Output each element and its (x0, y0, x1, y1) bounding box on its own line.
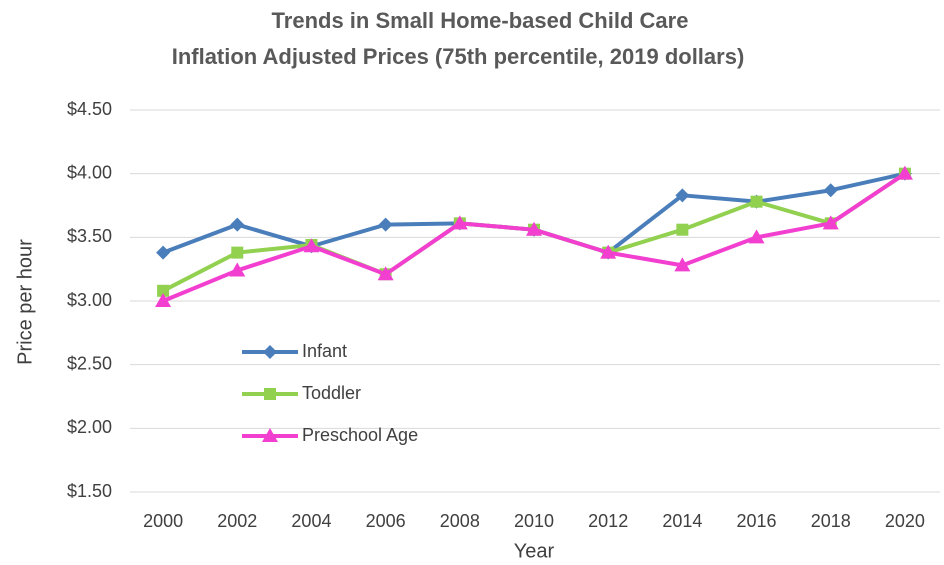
marker (230, 217, 245, 232)
marker (155, 293, 172, 307)
marker (157, 284, 170, 297)
marker (676, 223, 689, 236)
legend-label: Preschool Age (302, 425, 418, 445)
marker (231, 246, 244, 259)
y-tick-label: $3.00 (67, 290, 112, 310)
x-tick-label: 2010 (514, 511, 554, 531)
y-axis-label: Price per hour (14, 239, 36, 365)
marker (156, 245, 171, 260)
marker (229, 262, 246, 277)
x-tick-label: 2000 (143, 511, 183, 531)
y-tick-label: $2.00 (67, 417, 112, 437)
x-axis-label: Year (514, 540, 555, 562)
marker (262, 428, 278, 442)
marker (748, 229, 765, 244)
chart-title: Inflation Adjusted Prices (75th percenti… (172, 44, 745, 69)
marker (303, 238, 320, 253)
y-tick-label: $4.00 (67, 162, 112, 182)
marker (750, 195, 763, 208)
legend-label: Toddler (302, 383, 361, 403)
x-tick-label: 2012 (588, 511, 628, 531)
x-tick-label: 2008 (440, 511, 480, 531)
marker (600, 244, 617, 259)
marker (378, 217, 393, 232)
marker (264, 388, 276, 400)
marker (675, 188, 690, 203)
x-tick-label: 2002 (217, 511, 257, 531)
marker (823, 183, 838, 198)
y-tick-label: $1.50 (67, 481, 112, 501)
x-tick-label: 2018 (811, 511, 851, 531)
x-tick-label: 2014 (662, 511, 702, 531)
x-tick-label: 2016 (737, 511, 777, 531)
y-tick-label: $3.50 (67, 226, 112, 246)
marker (526, 221, 542, 236)
marker (896, 165, 913, 180)
marker (377, 266, 394, 281)
marker (674, 257, 691, 272)
chart-title: Trends in Small Home-based Child Care (272, 8, 689, 33)
x-tick-label: 2020 (885, 511, 925, 531)
legend-label: Infant (302, 341, 347, 361)
x-tick-label: 2006 (366, 511, 406, 531)
x-tick-label: 2004 (291, 511, 331, 531)
marker (451, 215, 468, 230)
y-tick-label: $2.50 (67, 353, 112, 373)
marker (822, 215, 839, 230)
marker (263, 345, 277, 359)
y-tick-label: $4.50 (67, 99, 112, 119)
